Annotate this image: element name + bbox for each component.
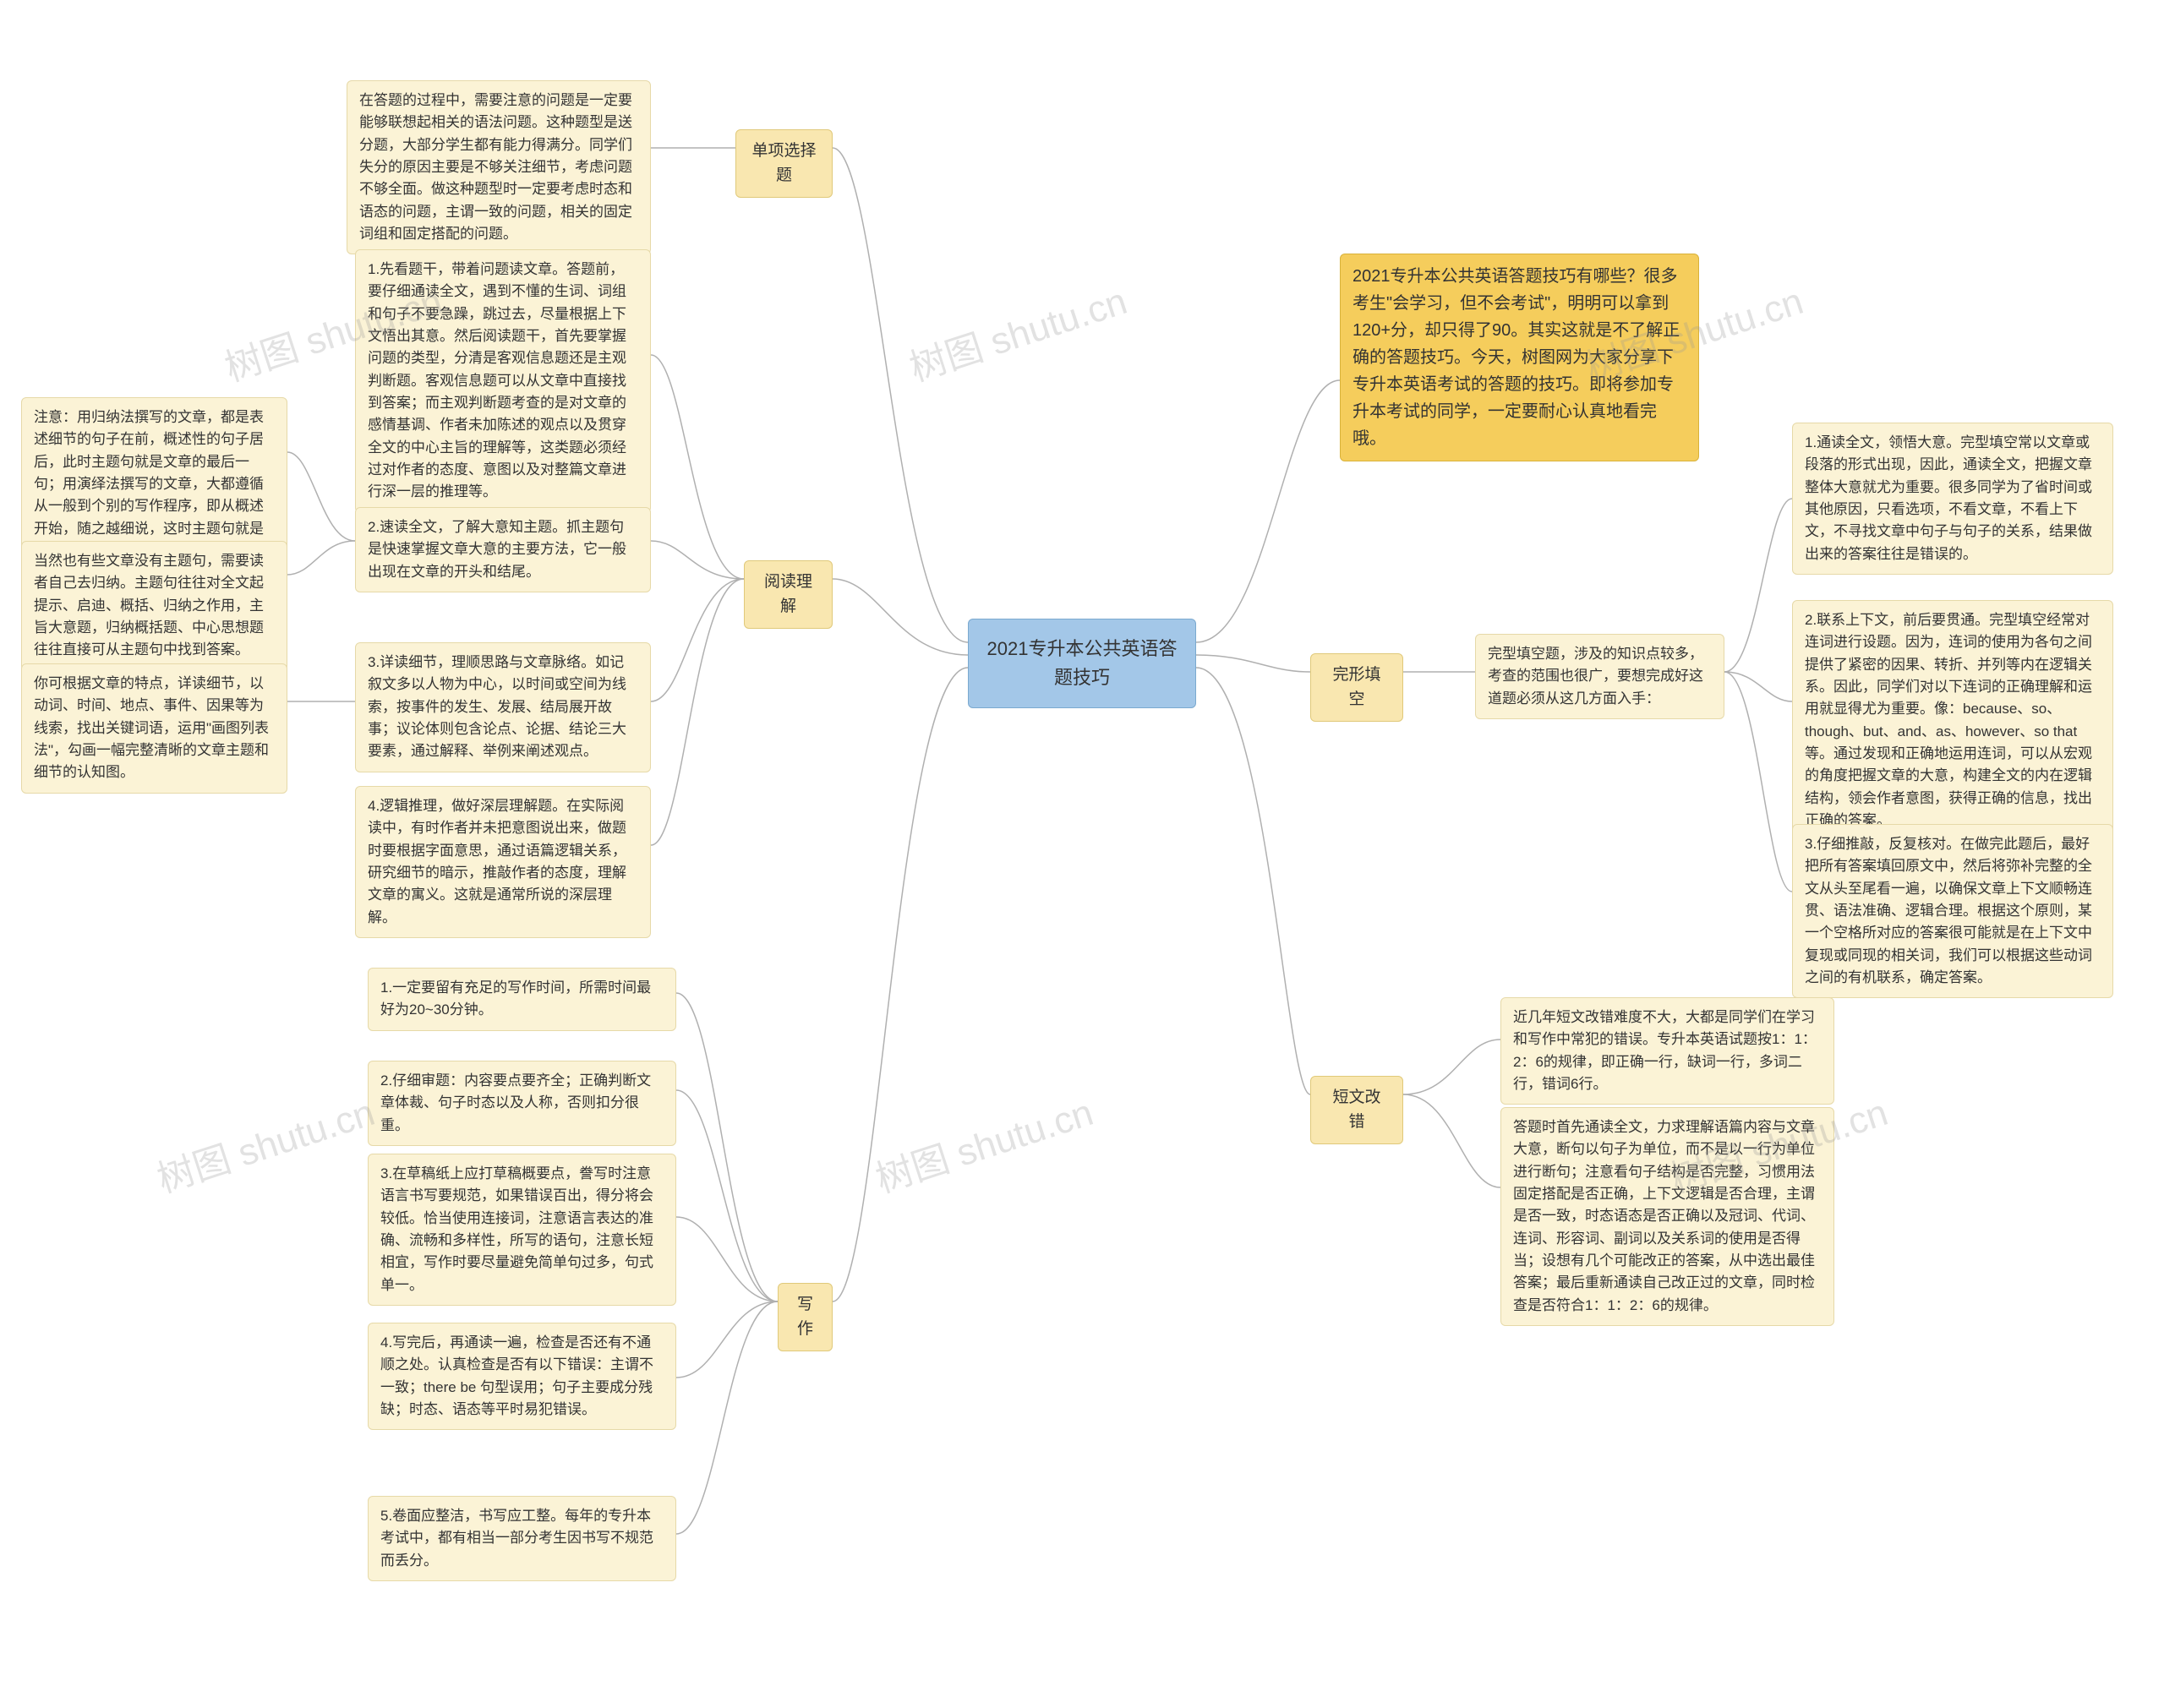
topic-cloze-label: 完形填空 <box>1332 666 1380 708</box>
reading-item-1: 1.先看题干，带着问题读文章。答题前，要仔细通读全文，遇到不懂的生词、词组和句子… <box>355 249 651 513</box>
writing-item-1: 1.一定要留有充足的写作时间，所需时间最好为20~30分钟。 <box>368 968 676 1031</box>
single-choice-text: 在答题的过程中，需要注意的问题是一定要能够联想起相关的语法问题。这种题型是送分题… <box>347 80 651 254</box>
topic-writing[interactable]: 写作 <box>778 1283 833 1351</box>
watermark: 树图 shutu.cn <box>150 1082 380 1203</box>
reading-subnote-2: 当然也有些文章没有主题句，需要读者自己去归纳。主题句往往对全文起提示、启迪、概括… <box>21 541 287 671</box>
center-title: 2021专升本公共英语答题技巧 <box>987 638 1178 688</box>
mindmap-canvas: 2021专升本公共英语答题技巧 2021专升本公共英语答题技巧有哪些？很多考生"… <box>0 0 2164 1708</box>
cloze-summary: 完型填空题，涉及的知识点较多，考查的范围也很广，要想完成好这道题必须从这几方面入… <box>1475 634 1724 719</box>
topic-error[interactable]: 短文改错 <box>1310 1076 1403 1144</box>
reading-subnote-3: 你可根据文章的特点，详读细节，以动词、时间、地点、事件、因果等为线索，找出关键词… <box>21 663 287 794</box>
intro-box: 2021专升本公共英语答题技巧有哪些？很多考生"会学习，但不会考试"，明明可以拿… <box>1340 254 1699 461</box>
writing-item-3: 3.在草稿纸上应打草稿概要点，誊写时注意语言书写要规范，如果错误百出，得分将会较… <box>368 1154 676 1306</box>
writing-item-4: 4.写完后，再通读一遍，检查是否还有不通顺之处。认真检查是否有以下错误：主谓不一… <box>368 1323 676 1430</box>
cloze-item-3: 3.仔细推敲，反复核对。在做完此题后，最好把所有答案填回原文中，然后将弥补完整的… <box>1792 824 2113 998</box>
topic-writing-label: 写作 <box>797 1296 813 1338</box>
reading-item-4: 4.逻辑推理，做好深层理解题。在实际阅读中，有时作者并未把意图说出来，做题时要根… <box>355 786 651 938</box>
topic-cloze[interactable]: 完形填空 <box>1310 653 1403 722</box>
reading-item-2: 2.速读全文，了解大意知主题。抓主题句是快速掌握文章大意的主要方法，它一般出现在… <box>355 507 651 592</box>
center-node[interactable]: 2021专升本公共英语答题技巧 <box>968 619 1196 708</box>
reading-item-3: 3.详读细节，理顺思路与文章脉络。如记叙文多以人物为中心，以时间或空间为线索，按… <box>355 642 651 772</box>
watermark: 树图 shutu.cn <box>902 270 1133 391</box>
error-item-2: 答题时首先通读全文，力求理解语篇内容与文章大意，断句以句子为单位，而不是以一行为… <box>1500 1107 1834 1326</box>
topic-reading-label: 阅读理解 <box>764 573 812 615</box>
cloze-summary-text: 完型填空题，涉及的知识点较多，考查的范围也很广，要想完成好这道题必须从这几方面入… <box>1488 646 1703 707</box>
topic-reading[interactable]: 阅读理解 <box>744 560 833 629</box>
cloze-item-2: 2.联系上下文，前后要贯通。完型填空经常对连词进行设题。因为，连词的使用为各句之… <box>1792 600 2113 841</box>
writing-item-2: 2.仔细审题：内容要点要齐全；正确判断文章体裁、句子时态以及人称，否则扣分很重。 <box>368 1061 676 1146</box>
topic-single-choice[interactable]: 单项选择题 <box>735 129 833 198</box>
topic-error-label: 短文改错 <box>1332 1089 1380 1131</box>
error-item-1: 近几年短文改错难度不大，大都是同学们在学习和写作中常犯的错误。专升本英语试题按1… <box>1500 997 1834 1105</box>
topic-single-label: 单项选择题 <box>751 142 816 184</box>
intro-text: 2021专升本公共英语答题技巧有哪些？很多考生"会学习，但不会考试"，明明可以拿… <box>1352 267 1680 448</box>
watermark: 树图 shutu.cn <box>868 1082 1099 1203</box>
cloze-item-1: 1.通读全文，领悟大意。完型填空常以文章或段落的形式出现，因此，通读全文，把握文… <box>1792 423 2113 575</box>
writing-item-5: 5.卷面应整洁，书写应工整。每年的专升本考试中，都有相当一部分考生因书写不规范而… <box>368 1496 676 1581</box>
